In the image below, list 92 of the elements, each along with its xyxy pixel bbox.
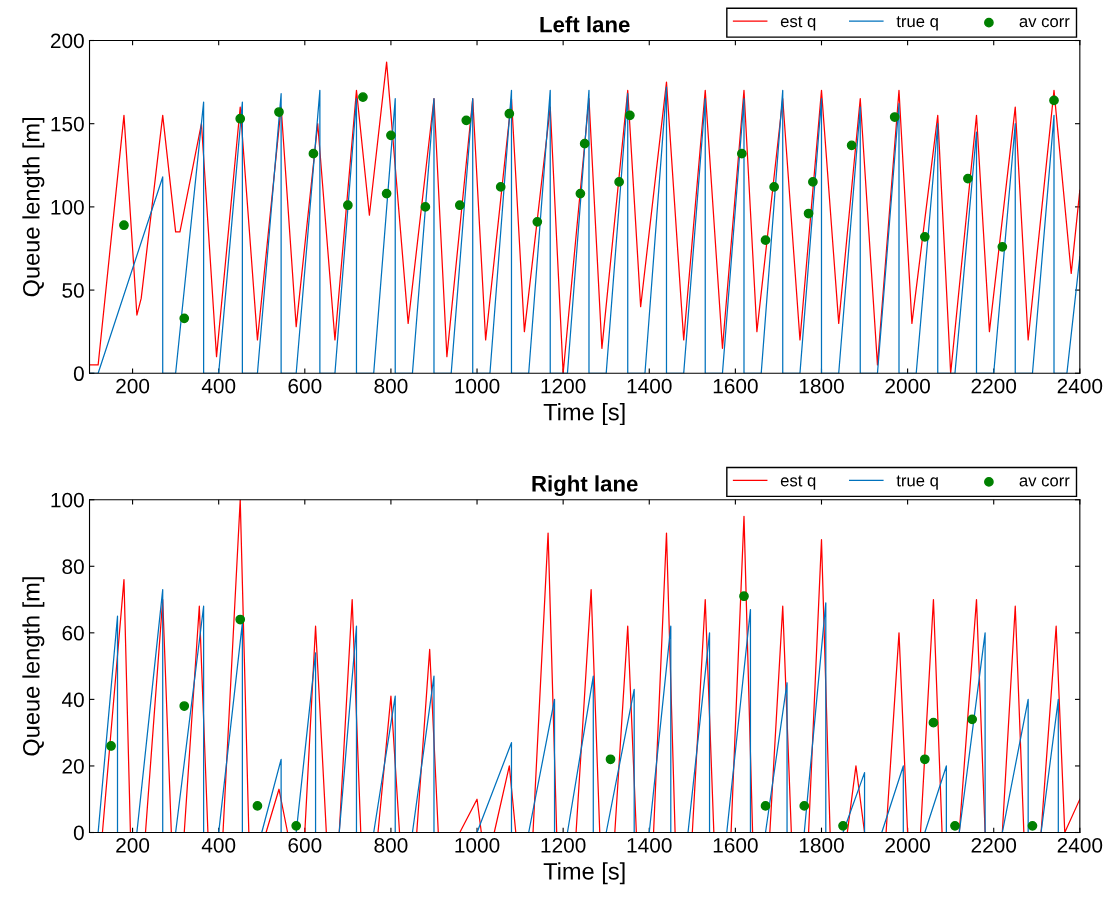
point xyxy=(274,107,284,117)
point xyxy=(799,801,810,811)
y-tick-label: 150 xyxy=(51,116,84,132)
point xyxy=(614,177,624,187)
x-tick-label: 600 xyxy=(288,837,322,853)
y-tick-label: 20 xyxy=(62,758,84,774)
y-tick-label: 50 xyxy=(62,283,84,298)
x-tick-label: 2400 xyxy=(1057,837,1103,853)
point xyxy=(504,108,515,119)
point xyxy=(889,112,900,122)
point xyxy=(495,182,506,192)
point xyxy=(381,188,392,199)
legend-label: est q xyxy=(780,16,816,31)
y-tick-label: 100 xyxy=(51,199,84,215)
point xyxy=(928,717,939,728)
point xyxy=(919,231,930,242)
point xyxy=(106,741,116,751)
x-tick-label: 2200 xyxy=(971,837,1017,853)
point xyxy=(838,820,848,831)
point xyxy=(919,754,930,765)
legend-label: av corr xyxy=(1019,18,1070,28)
y-axis-title: Queue length [m] xyxy=(22,577,45,756)
x-tick-label: 1600 xyxy=(713,378,758,394)
point xyxy=(963,173,973,184)
point xyxy=(308,148,319,159)
point xyxy=(967,714,978,725)
y-tick-label: 100 xyxy=(51,492,84,508)
y-axis-title: Queue length [m] xyxy=(22,118,45,297)
point xyxy=(803,208,814,219)
point xyxy=(343,200,353,211)
x-tick-label: 1400 xyxy=(627,378,672,394)
point xyxy=(358,92,368,102)
x-tick-label: 1600 xyxy=(713,837,758,853)
point xyxy=(420,202,431,212)
chart-title: Left lane xyxy=(540,16,630,33)
x-tick-label: 400 xyxy=(201,837,236,853)
point xyxy=(950,820,960,831)
x-tick-label: 800 xyxy=(374,837,408,853)
point xyxy=(575,188,586,199)
y-tick-label: 80 xyxy=(62,559,84,575)
x-tick-label: 600 xyxy=(288,378,322,394)
x-tick-label: 1200 xyxy=(541,378,586,394)
x-tick-label: 2000 xyxy=(885,378,930,394)
point xyxy=(119,220,129,231)
x-tick-label: 1400 xyxy=(627,837,672,853)
x-tick-label: 200 xyxy=(116,837,150,853)
point xyxy=(739,591,749,602)
x-tick-label: 400 xyxy=(201,378,236,394)
x-tick-label: 1000 xyxy=(455,378,500,394)
x-tick-label: 1000 xyxy=(455,837,500,853)
x-tick-label: 1800 xyxy=(799,378,844,394)
point xyxy=(760,801,771,811)
legend-label: est q xyxy=(780,475,816,490)
point xyxy=(1027,820,1038,831)
point xyxy=(235,614,246,625)
point xyxy=(532,216,543,227)
x-axis-title: Time [s] xyxy=(543,862,625,885)
x-tick-label: 2200 xyxy=(971,378,1017,394)
point xyxy=(386,130,396,141)
y-tick-label: 200 xyxy=(50,33,84,49)
point xyxy=(625,110,635,121)
y-tick-label: 40 xyxy=(61,692,84,708)
point xyxy=(252,801,263,811)
x-tick-label: 2000 xyxy=(885,837,930,853)
point xyxy=(454,200,465,211)
point xyxy=(179,313,190,324)
x-tick-label: 1800 xyxy=(799,837,844,853)
point xyxy=(179,701,190,711)
legend-label: av corr xyxy=(1019,477,1070,487)
x-tick-label: 2400 xyxy=(1057,378,1103,394)
chart-title: Right lane xyxy=(532,475,638,497)
x-tick-label: 200 xyxy=(116,378,150,394)
point xyxy=(461,115,472,126)
y-tick-label: 0 xyxy=(73,825,84,841)
point xyxy=(605,754,616,765)
point xyxy=(760,235,771,246)
point xyxy=(579,138,590,149)
point xyxy=(997,241,1008,252)
point xyxy=(235,113,246,124)
point xyxy=(291,820,302,831)
point xyxy=(769,182,779,192)
legend-label: true q xyxy=(896,475,938,490)
x-tick-label: 800 xyxy=(374,378,408,394)
y-tick-label: 0 xyxy=(73,366,84,382)
x-tick-label: 1200 xyxy=(541,837,586,853)
point xyxy=(846,140,857,151)
point xyxy=(736,148,747,159)
point xyxy=(1049,95,1059,106)
point xyxy=(808,177,818,187)
y-tick-label: 60 xyxy=(62,625,84,641)
legend-label: true q xyxy=(896,16,938,31)
x-axis-title: Time [s] xyxy=(543,403,625,426)
